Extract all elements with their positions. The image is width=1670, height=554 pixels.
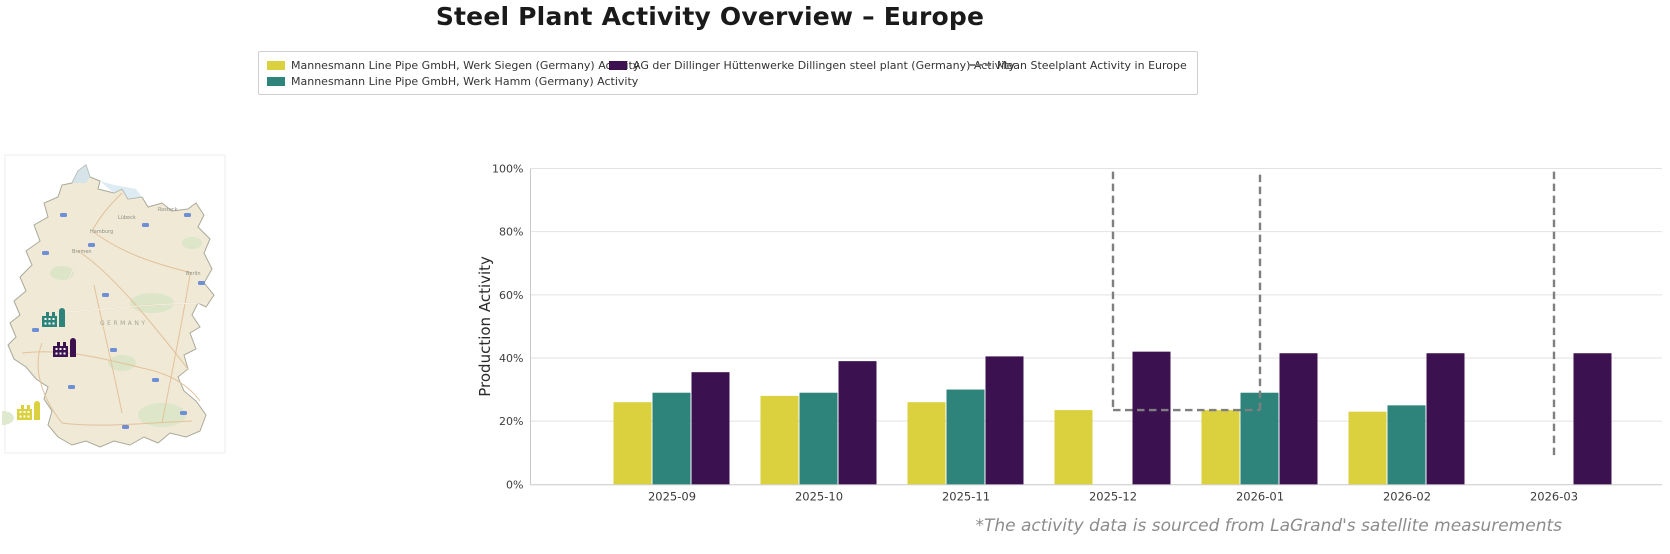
bar bbox=[1426, 353, 1465, 485]
bar bbox=[1279, 353, 1318, 485]
germany-outline bbox=[7, 164, 215, 448]
motorway-shields bbox=[32, 213, 205, 429]
city-label-hamburg: Hamburg bbox=[90, 229, 113, 235]
bar bbox=[652, 392, 691, 485]
bar bbox=[691, 372, 730, 485]
mean-activity-line bbox=[1111, 171, 1556, 458]
germany-map: Hamburg Lübeck Rostock Bremen Berlin GER… bbox=[0, 152, 238, 456]
legend-item-hamm: Mannesmann Line Pipe GmbH, Werk Hamm (Ge… bbox=[267, 75, 638, 88]
germany-map-svg: Hamburg Lübeck Rostock Bremen Berlin GER… bbox=[0, 154, 226, 454]
legend-swatch-siegen bbox=[267, 60, 285, 70]
city-label-luebeck: Lübeck bbox=[118, 215, 136, 221]
legend-item-dillinger: AG der Dillinger Hüttenwerke Dillingen s… bbox=[609, 59, 1015, 72]
y-tick-label: 60% bbox=[499, 289, 523, 302]
chart-legend: Mannesmann Line Pipe GmbH, Werk Siegen (… bbox=[258, 51, 1198, 95]
bar bbox=[907, 402, 946, 485]
y-tick-label: 40% bbox=[499, 352, 523, 365]
y-tick-label: 0% bbox=[506, 478, 523, 491]
bar bbox=[838, 361, 877, 485]
city-label-berlin: Berlin bbox=[186, 271, 201, 277]
bar bbox=[1573, 353, 1612, 485]
water-patch bbox=[100, 181, 142, 199]
y-tick-label: 80% bbox=[499, 226, 523, 239]
bar bbox=[799, 392, 838, 485]
forest-patches bbox=[0, 237, 202, 427]
bar bbox=[946, 389, 985, 485]
source-footnote: *The activity data is sourced from LaGra… bbox=[975, 516, 1562, 536]
water-patch bbox=[72, 165, 90, 183]
legend-swatch-dillinger bbox=[609, 60, 627, 70]
legend-swatch-hamm bbox=[267, 76, 285, 86]
activity-bar-chart: 0% 20% 40% 60% 80% 100% 2025-09 2025-10 2025-11 2… bbox=[470, 145, 1670, 515]
legend-item-mean: Mean Steelplant Activity in Europe bbox=[969, 59, 1187, 72]
page-title: Steel Plant Activity Overview – Europe bbox=[435, 2, 985, 31]
bar bbox=[1387, 405, 1426, 485]
y-axis-title: Production Activity bbox=[476, 256, 494, 397]
legend-dashed-line-swatch bbox=[969, 64, 991, 66]
bar bbox=[1348, 411, 1387, 485]
city-label-rostock: Rostock bbox=[158, 207, 178, 213]
x-tick-label: 2025-09 bbox=[648, 489, 696, 503]
y-tick-label: 100% bbox=[492, 163, 523, 176]
legend-item-siegen: Mannesmann Line Pipe GmbH, Werk Siegen (… bbox=[267, 59, 639, 72]
plant-marker-dillingen-icon bbox=[53, 338, 76, 357]
bar bbox=[985, 356, 1024, 485]
x-tick-label: 2025-11 bbox=[942, 489, 990, 503]
y-tick-label: 20% bbox=[499, 415, 523, 428]
plant-marker-siegen-icon bbox=[17, 401, 40, 420]
bar bbox=[1201, 410, 1240, 485]
country-label: GERMANY bbox=[100, 320, 148, 327]
x-tick-label: 2025-10 bbox=[795, 489, 843, 503]
x-tick-label: 2026-02 bbox=[1383, 489, 1431, 503]
activity-bar-chart-svg: 0% 20% 40% 60% 80% 100% 2025-09 2025-10 2025-11 2… bbox=[476, 163, 1662, 503]
bar bbox=[1132, 351, 1171, 485]
bar bbox=[1054, 410, 1093, 485]
legend-label-hamm: Mannesmann Line Pipe GmbH, Werk Hamm (Ge… bbox=[291, 74, 639, 88]
legend-label-siegen: Mannesmann Line Pipe GmbH, Werk Siegen (… bbox=[291, 58, 640, 72]
legend-label-mean: Mean Steelplant Activity in Europe bbox=[997, 58, 1187, 72]
bar bbox=[760, 395, 799, 485]
city-label-bremen: Bremen bbox=[72, 249, 92, 255]
bar bbox=[613, 402, 652, 485]
road-network-minor bbox=[41, 230, 208, 344]
plant-marker-hamm-icon bbox=[42, 308, 65, 327]
x-tick-label: 2026-03 bbox=[1530, 489, 1578, 503]
x-tick-label: 2025-12 bbox=[1089, 489, 1137, 503]
x-tick-label: 2026-01 bbox=[1236, 489, 1284, 503]
legend-label-dillinger: AG der Dillinger Hüttenwerke Dillingen s… bbox=[633, 58, 1016, 72]
